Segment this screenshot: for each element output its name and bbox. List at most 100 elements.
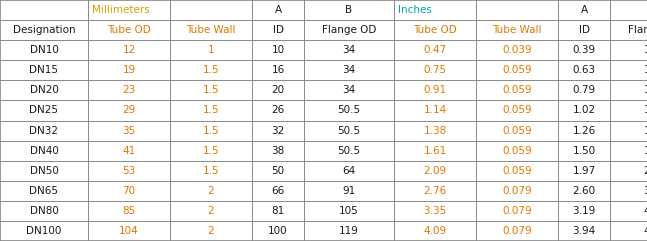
Text: 32: 32 bbox=[271, 126, 285, 135]
Text: 0.039: 0.039 bbox=[502, 45, 532, 55]
Text: Flange OD: Flange OD bbox=[628, 25, 647, 35]
Text: 1.61: 1.61 bbox=[423, 146, 446, 156]
Text: 1.34: 1.34 bbox=[643, 45, 647, 55]
Text: 1.5: 1.5 bbox=[203, 85, 219, 95]
Bar bbox=[0, 0, 647, 20]
Text: 2: 2 bbox=[208, 186, 214, 196]
Text: 50.5: 50.5 bbox=[338, 106, 360, 115]
Text: 104: 104 bbox=[119, 226, 139, 236]
Bar bbox=[0, 80, 647, 100]
Text: Millimeters: Millimeters bbox=[92, 5, 149, 15]
Bar bbox=[0, 181, 647, 201]
Text: 3.35: 3.35 bbox=[423, 206, 446, 216]
Text: DN65: DN65 bbox=[30, 186, 58, 196]
Bar bbox=[0, 40, 647, 60]
Text: DN32: DN32 bbox=[30, 126, 58, 135]
Text: 4.13: 4.13 bbox=[643, 206, 647, 216]
Text: 12: 12 bbox=[122, 45, 136, 55]
Text: DN25: DN25 bbox=[30, 106, 58, 115]
Text: 1.14: 1.14 bbox=[423, 106, 446, 115]
Text: 85: 85 bbox=[122, 206, 136, 216]
Text: 19: 19 bbox=[122, 65, 136, 75]
Text: 2.76: 2.76 bbox=[423, 186, 446, 196]
Text: 91: 91 bbox=[342, 186, 356, 196]
Text: DN15: DN15 bbox=[30, 65, 58, 75]
Text: A: A bbox=[274, 5, 281, 15]
Text: 0.079: 0.079 bbox=[502, 206, 532, 216]
Text: 0.059: 0.059 bbox=[502, 106, 532, 115]
Bar bbox=[0, 141, 647, 161]
Text: 0.47: 0.47 bbox=[423, 45, 446, 55]
Text: 53: 53 bbox=[122, 166, 136, 176]
Text: 1: 1 bbox=[208, 45, 214, 55]
Text: 0.059: 0.059 bbox=[502, 65, 532, 75]
Bar bbox=[0, 60, 647, 80]
Text: 1.99: 1.99 bbox=[643, 146, 647, 156]
Text: 1.5: 1.5 bbox=[203, 146, 219, 156]
Text: Tube Wall: Tube Wall bbox=[492, 25, 542, 35]
Text: Tube OD: Tube OD bbox=[413, 25, 457, 35]
Text: Tube OD: Tube OD bbox=[107, 25, 151, 35]
Text: 1.99: 1.99 bbox=[643, 126, 647, 135]
Text: 1.02: 1.02 bbox=[573, 106, 595, 115]
Text: 1.50: 1.50 bbox=[573, 146, 595, 156]
Text: 3.19: 3.19 bbox=[573, 206, 596, 216]
Text: 20: 20 bbox=[272, 85, 285, 95]
Bar bbox=[0, 221, 647, 241]
Text: 34: 34 bbox=[342, 85, 356, 95]
Text: 1.5: 1.5 bbox=[203, 126, 219, 135]
Text: 0.63: 0.63 bbox=[573, 65, 595, 75]
Text: B: B bbox=[345, 5, 353, 15]
Text: 100: 100 bbox=[269, 226, 288, 236]
Text: Inches: Inches bbox=[398, 5, 432, 15]
Text: 0.059: 0.059 bbox=[502, 166, 532, 176]
Text: 26: 26 bbox=[271, 106, 285, 115]
Text: 2.09: 2.09 bbox=[423, 166, 446, 176]
Text: 0.39: 0.39 bbox=[573, 45, 595, 55]
Text: 1.97: 1.97 bbox=[573, 166, 596, 176]
Text: DN20: DN20 bbox=[30, 85, 58, 95]
Text: 1.38: 1.38 bbox=[423, 126, 446, 135]
Text: 81: 81 bbox=[271, 206, 285, 216]
Text: 0.079: 0.079 bbox=[502, 186, 532, 196]
Text: 0.79: 0.79 bbox=[573, 85, 595, 95]
Text: 1.26: 1.26 bbox=[573, 126, 596, 135]
Text: 35: 35 bbox=[122, 126, 136, 135]
Bar bbox=[0, 20, 647, 40]
Text: 1.5: 1.5 bbox=[203, 166, 219, 176]
Text: DN10: DN10 bbox=[30, 45, 58, 55]
Text: DN100: DN100 bbox=[27, 226, 61, 236]
Text: 105: 105 bbox=[339, 206, 359, 216]
Text: 0.059: 0.059 bbox=[502, 146, 532, 156]
Text: 0.079: 0.079 bbox=[502, 226, 532, 236]
Bar bbox=[0, 201, 647, 221]
Text: 0.059: 0.059 bbox=[502, 85, 532, 95]
Text: ID: ID bbox=[578, 25, 589, 35]
Text: DN50: DN50 bbox=[30, 166, 58, 176]
Text: 16: 16 bbox=[271, 65, 285, 75]
Bar bbox=[0, 100, 647, 120]
Text: 10: 10 bbox=[272, 45, 285, 55]
Text: 1.99: 1.99 bbox=[643, 106, 647, 115]
Text: 4.69: 4.69 bbox=[643, 226, 647, 236]
Text: 0.75: 0.75 bbox=[423, 65, 446, 75]
Text: DN40: DN40 bbox=[30, 146, 58, 156]
Bar bbox=[0, 161, 647, 181]
Text: 34: 34 bbox=[342, 65, 356, 75]
Text: 66: 66 bbox=[271, 186, 285, 196]
Text: 119: 119 bbox=[339, 226, 359, 236]
Text: 34: 34 bbox=[342, 45, 356, 55]
Text: 4.09: 4.09 bbox=[423, 226, 446, 236]
Text: 1.5: 1.5 bbox=[203, 106, 219, 115]
Text: 2.60: 2.60 bbox=[573, 186, 595, 196]
Text: 1.5: 1.5 bbox=[203, 65, 219, 75]
Text: 2: 2 bbox=[208, 206, 214, 216]
Text: 70: 70 bbox=[122, 186, 136, 196]
Text: 2.52: 2.52 bbox=[643, 166, 647, 176]
Text: 50.5: 50.5 bbox=[338, 126, 360, 135]
Text: 50: 50 bbox=[272, 166, 285, 176]
Text: 0.91: 0.91 bbox=[423, 85, 446, 95]
Text: DN80: DN80 bbox=[30, 206, 58, 216]
Text: 41: 41 bbox=[122, 146, 136, 156]
Text: 38: 38 bbox=[271, 146, 285, 156]
